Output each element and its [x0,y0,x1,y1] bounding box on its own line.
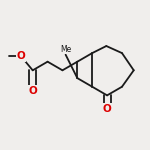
Text: O: O [103,104,111,114]
Text: O: O [17,51,25,61]
Text: O: O [28,86,37,96]
Text: Me: Me [60,45,71,54]
